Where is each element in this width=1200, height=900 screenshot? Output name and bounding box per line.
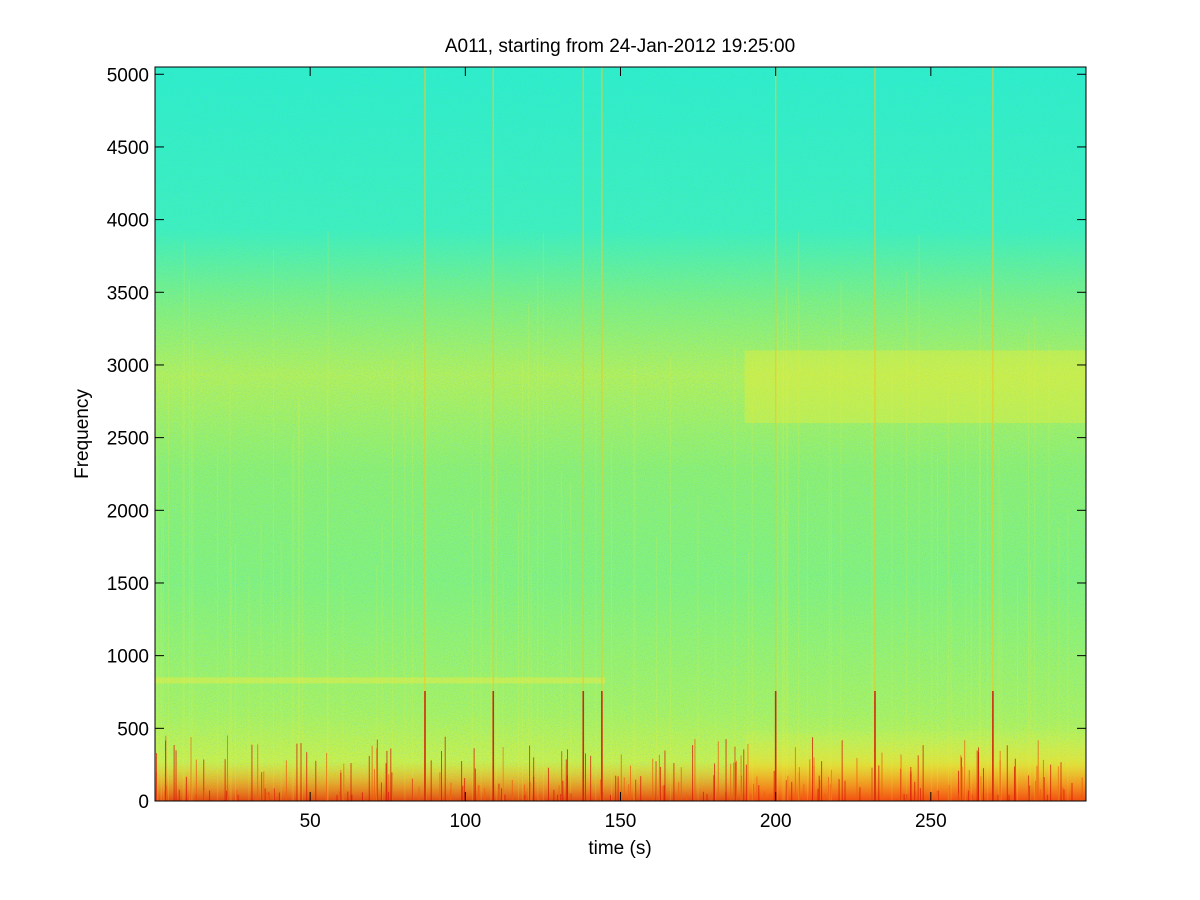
y-tick-label: 5000 bbox=[107, 65, 149, 86]
mid-band-energy-region bbox=[744, 350, 1086, 424]
x-tick-label: 250 bbox=[915, 811, 947, 832]
x-tick-label: 50 bbox=[300, 811, 321, 832]
y-tick-label: 1000 bbox=[107, 647, 149, 668]
plot-area bbox=[155, 67, 1086, 801]
x-tick-label: 150 bbox=[605, 811, 637, 832]
y-tick-label: 2500 bbox=[107, 429, 149, 450]
y-tick-label: 3000 bbox=[107, 356, 149, 377]
tonal-line bbox=[155, 677, 605, 684]
y-axis: 0 500 1000 1500 2000 2500 3000 3500 4000 4500 5000 bbox=[107, 65, 1086, 813]
x-tick-label: 200 bbox=[760, 811, 792, 832]
y-tick-label: 2000 bbox=[107, 501, 149, 522]
x-tick-label: 100 bbox=[449, 811, 481, 832]
transient-layer bbox=[424, 67, 994, 801]
y-tick-label: 3500 bbox=[107, 283, 149, 304]
y-tick-label: 4000 bbox=[107, 211, 149, 232]
x-axis: 50 100 150 200 250 bbox=[300, 67, 947, 832]
energy-layer bbox=[155, 230, 1086, 801]
y-axis-label: Frequency bbox=[72, 389, 93, 479]
chart-title: A011, starting from 24-Jan-2012 19:25:00 bbox=[445, 36, 795, 57]
y-tick-label: 0 bbox=[138, 792, 149, 813]
y-tick-label: 500 bbox=[117, 719, 149, 740]
y-tick-label: 4500 bbox=[107, 138, 149, 159]
x-axis-label: time (s) bbox=[588, 838, 651, 859]
spectrogram-noise-texture bbox=[155, 67, 1086, 801]
low-band-energy-region bbox=[744, 731, 1086, 801]
y-tick-label: 1500 bbox=[107, 574, 149, 595]
